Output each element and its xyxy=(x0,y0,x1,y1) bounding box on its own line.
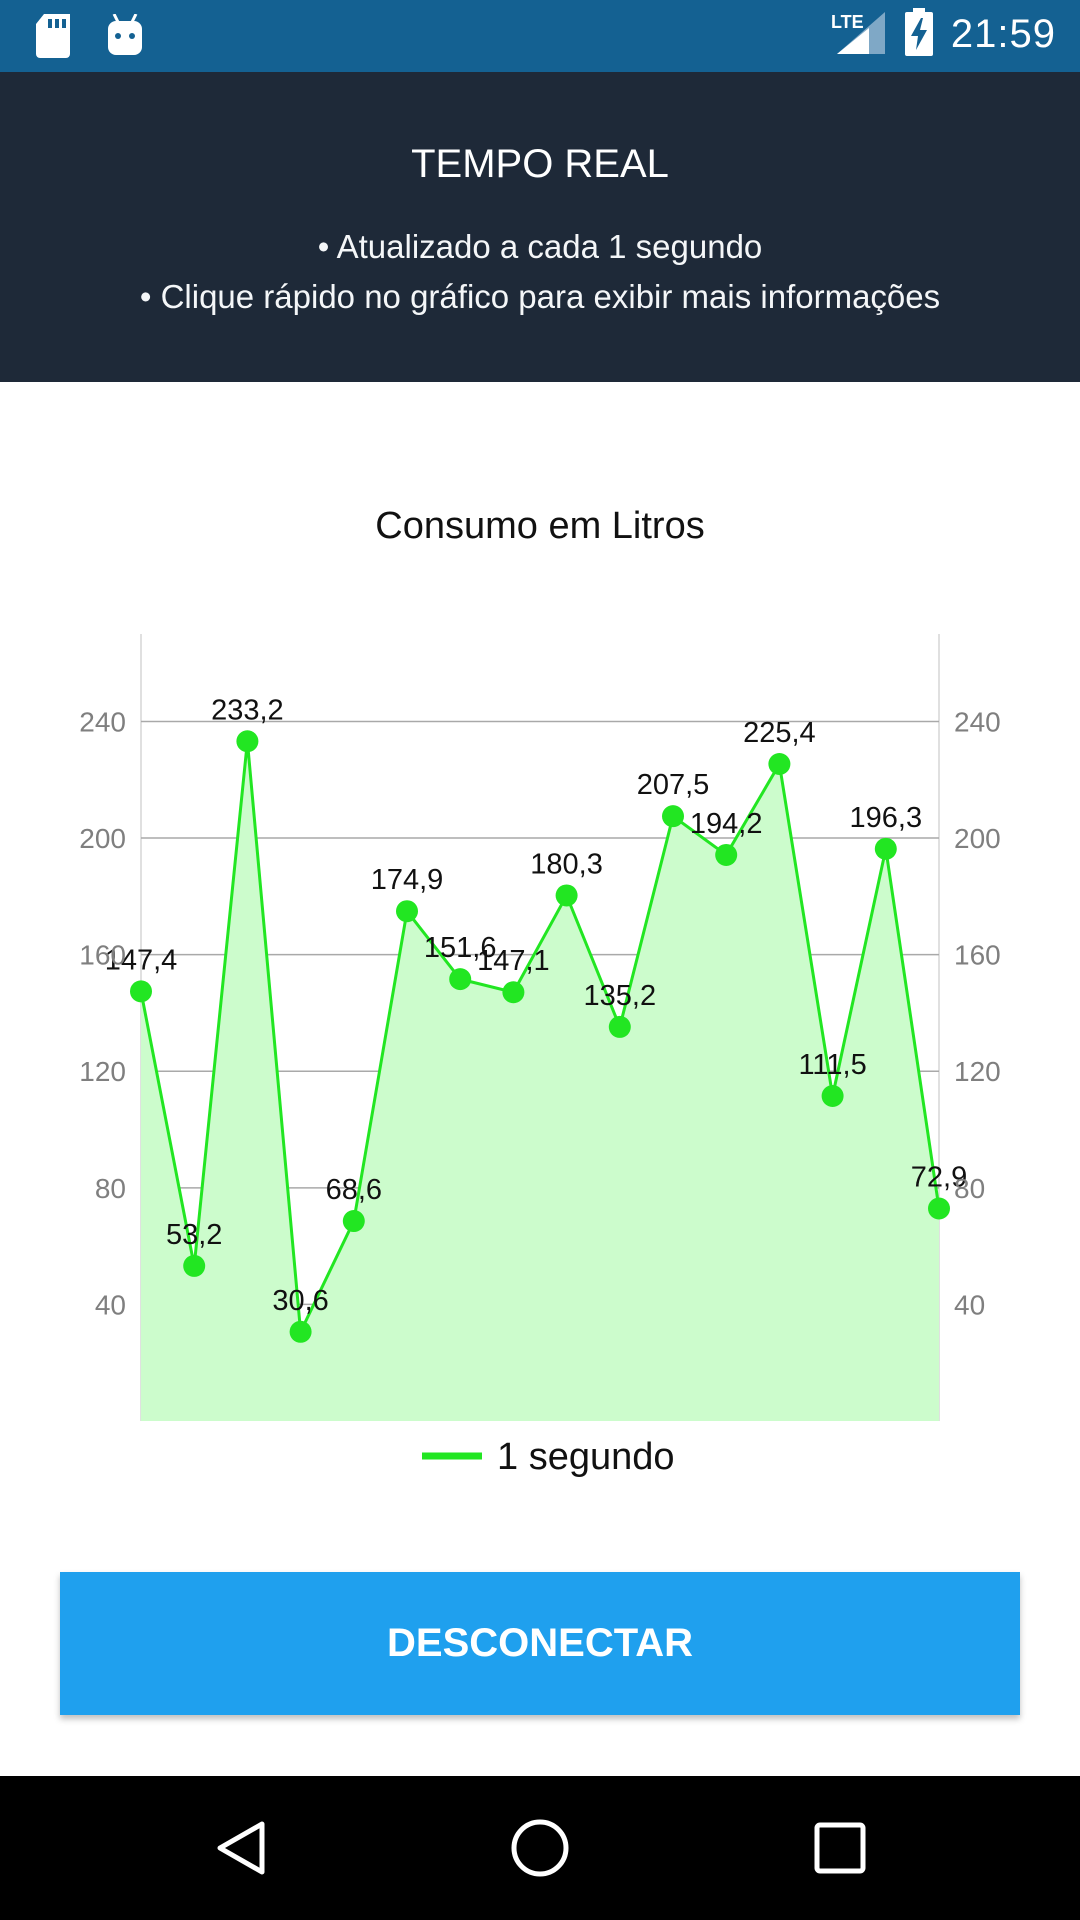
y-tick-right: 80 xyxy=(954,1173,985,1204)
data-point xyxy=(130,980,152,1003)
y-tick-right: 200 xyxy=(954,823,1001,854)
data-label: 68,6 xyxy=(326,1174,382,1206)
android-debug-icon xyxy=(106,13,144,62)
y-tick-left: 40 xyxy=(95,1289,126,1320)
data-label: 233,2 xyxy=(211,694,284,726)
data-label: 207,5 xyxy=(637,769,710,801)
data-label: 174,9 xyxy=(371,864,444,896)
home-button[interactable] xyxy=(460,1776,620,1920)
recents-button[interactable] xyxy=(760,1776,920,1920)
y-tick-left: 200 xyxy=(79,823,126,854)
data-point xyxy=(236,730,259,753)
data-point xyxy=(342,1210,365,1233)
navigation-bar xyxy=(0,1776,1080,1920)
data-label: 196,3 xyxy=(850,802,923,834)
status-time: 21:59 xyxy=(950,11,1056,56)
y-tick-right: 240 xyxy=(954,706,1001,737)
network-type-label: LTE xyxy=(831,12,864,32)
data-point xyxy=(928,1197,950,1220)
data-label: 194,2 xyxy=(690,808,763,840)
data-label: 111,5 xyxy=(798,1049,866,1081)
data-point xyxy=(715,843,738,866)
data-label: 53,2 xyxy=(166,1219,222,1251)
data-point xyxy=(874,837,897,860)
lte-signal-icon: LTE xyxy=(829,8,887,60)
back-button[interactable] xyxy=(162,1776,322,1920)
info-line-click: • Clique rápido no gráfico para exibir m… xyxy=(139,278,941,315)
data-label: 30,6 xyxy=(272,1285,328,1317)
data-label: 147,1 xyxy=(477,945,550,977)
data-label: 225,4 xyxy=(743,717,816,749)
data-point xyxy=(396,900,418,923)
y-tick-right: 40 xyxy=(954,1289,985,1320)
y-tick-right: 160 xyxy=(954,940,1001,971)
data-point xyxy=(289,1320,312,1343)
page-title: TEMPO REAL xyxy=(411,142,669,186)
home-icon xyxy=(511,1819,569,1877)
legend-label: 1 segundo xyxy=(497,1436,675,1478)
data-point xyxy=(502,981,525,1004)
data-point xyxy=(768,753,791,776)
y-tick-left: 120 xyxy=(79,1056,126,1087)
data-point xyxy=(183,1254,206,1277)
data-point xyxy=(608,1015,631,1038)
y-tick-left: 80 xyxy=(95,1173,126,1204)
y-tick-left: 240 xyxy=(79,706,126,737)
data-label: 72,9 xyxy=(911,1162,967,1194)
sd-card-icon xyxy=(36,14,72,62)
header-panel: TEMPO REAL • Atualizado a cada 1 segundo… xyxy=(0,72,1080,382)
data-label: 180,3 xyxy=(530,848,603,880)
recents-icon xyxy=(814,1822,866,1874)
y-tick-left: 160 xyxy=(79,940,126,971)
data-point xyxy=(555,884,578,907)
data-point xyxy=(662,805,684,828)
data-label: 147,4 xyxy=(105,944,178,976)
status-bar: LTE 21:59 xyxy=(0,0,1080,72)
data-point xyxy=(821,1084,844,1107)
data-point xyxy=(449,968,472,991)
data-label: 151,6 xyxy=(424,932,497,964)
y-tick-right: 120 xyxy=(954,1056,1001,1087)
back-icon xyxy=(217,1821,265,1875)
info-line-update: • Atualizado a cada 1 segundo xyxy=(317,228,763,265)
chart-title: Consumo em Litros xyxy=(375,505,705,547)
disconnect-button[interactable]: DESCONECTAR xyxy=(60,1572,1020,1715)
series-line xyxy=(139,741,941,1338)
data-label: 135,2 xyxy=(584,980,657,1012)
series-area-fill xyxy=(141,741,939,1421)
battery-charging-icon xyxy=(904,8,933,60)
